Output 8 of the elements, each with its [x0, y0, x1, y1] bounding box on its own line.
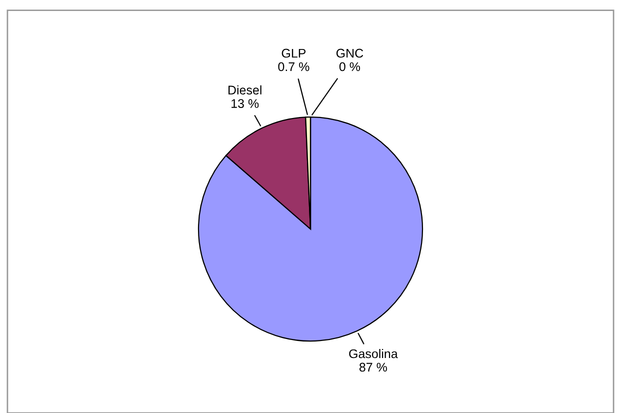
data-label: 0.7 % [278, 62, 310, 72]
slice-label: Diesel [228, 85, 262, 95]
text: 0 % [339, 62, 360, 72]
category-label: GNC [336, 48, 364, 58]
data-label: 13 % [232, 99, 259, 108]
slice-label: Gasolina [349, 348, 398, 358]
data-label: 87 % [359, 362, 387, 372]
slice-label: GLP [282, 48, 306, 58]
